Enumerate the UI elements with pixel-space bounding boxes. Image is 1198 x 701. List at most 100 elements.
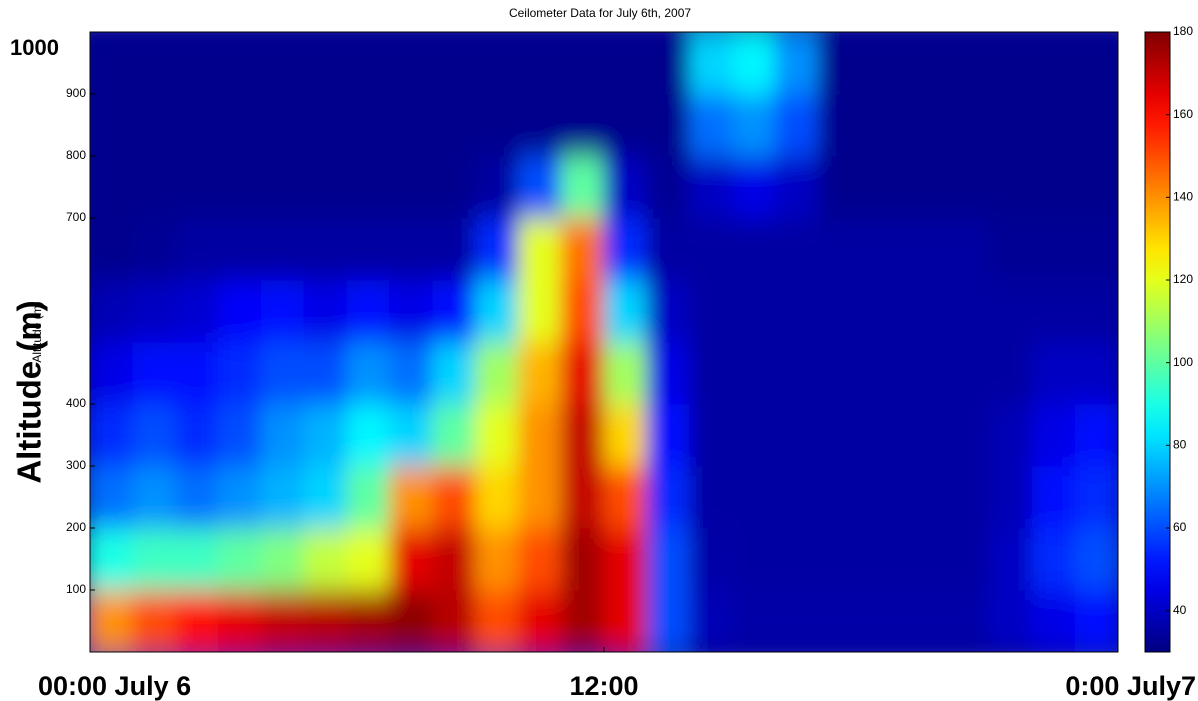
heat-cell bbox=[560, 589, 605, 652]
heat-cell bbox=[517, 155, 562, 219]
x-tick-label: 00:00 July 6 bbox=[38, 671, 191, 701]
heat-cell bbox=[475, 93, 519, 157]
heat-cell bbox=[389, 93, 434, 157]
chart-title: Ceilometer Data for July 6th, 2007 bbox=[509, 6, 691, 20]
heat-cell bbox=[175, 403, 219, 467]
heat-cell bbox=[860, 465, 905, 529]
heat-cell bbox=[646, 93, 691, 157]
heat-cell bbox=[732, 527, 776, 591]
heat-cell bbox=[774, 217, 819, 281]
heat-cell bbox=[860, 217, 905, 281]
heat-cell bbox=[860, 32, 905, 95]
heat-cell bbox=[1074, 279, 1118, 343]
heat-cell bbox=[475, 465, 519, 529]
heat-cell bbox=[218, 155, 262, 219]
heat-cell bbox=[774, 93, 819, 157]
heat-cell bbox=[646, 32, 691, 95]
heat-cell bbox=[1031, 527, 1076, 591]
heat-cell bbox=[989, 217, 1033, 281]
heat-cell bbox=[218, 32, 262, 95]
heat-cell bbox=[946, 589, 990, 652]
heat-cell bbox=[175, 93, 219, 157]
heat-cell bbox=[132, 93, 177, 157]
heat-cell bbox=[432, 527, 476, 591]
heat-cell bbox=[218, 279, 262, 343]
heat-cell bbox=[260, 279, 305, 343]
heat-cell bbox=[860, 155, 905, 219]
heat-cell bbox=[646, 465, 691, 529]
heat-cell bbox=[432, 589, 476, 652]
heat-cell bbox=[946, 32, 990, 95]
heat-cell bbox=[132, 32, 177, 95]
colorbar-tick-label: 60 bbox=[1173, 520, 1187, 534]
y-tick-label: 1000 bbox=[10, 35, 59, 60]
heat-cell bbox=[989, 32, 1033, 95]
heat-cell bbox=[774, 403, 819, 467]
heat-cell bbox=[475, 403, 519, 467]
heat-cell bbox=[1031, 217, 1076, 281]
heat-cell bbox=[946, 93, 990, 157]
heat-cell bbox=[1074, 217, 1118, 281]
colorbar-tick-label: 140 bbox=[1173, 190, 1193, 204]
heat-cell bbox=[517, 465, 562, 529]
heat-cell bbox=[989, 341, 1033, 405]
heat-cell bbox=[346, 465, 391, 529]
heat-cell bbox=[689, 93, 733, 157]
heat-cell bbox=[989, 589, 1033, 652]
heat-cell bbox=[90, 341, 134, 405]
heat-cell bbox=[389, 465, 434, 529]
heat-cell bbox=[903, 341, 948, 405]
heat-cell bbox=[475, 279, 519, 343]
heat-cell bbox=[646, 341, 691, 405]
heat-cell bbox=[689, 217, 733, 281]
heat-cell bbox=[303, 341, 348, 405]
heat-cell bbox=[1031, 465, 1076, 529]
heat-cell bbox=[732, 465, 776, 529]
heat-cell bbox=[946, 341, 990, 405]
heat-cell bbox=[774, 155, 819, 219]
heat-cell bbox=[860, 93, 905, 157]
heat-cell bbox=[689, 527, 733, 591]
heat-cell bbox=[389, 341, 434, 405]
heat-cell bbox=[346, 279, 391, 343]
heat-cell bbox=[90, 155, 134, 219]
heat-cell bbox=[560, 93, 605, 157]
colorbar-tick-label: 100 bbox=[1173, 355, 1193, 369]
heat-cell bbox=[989, 403, 1033, 467]
y-tick-label: 800 bbox=[66, 148, 86, 162]
heat-cell bbox=[517, 527, 562, 591]
heat-cell bbox=[475, 527, 519, 591]
heat-cell bbox=[603, 217, 648, 281]
heat-cell bbox=[90, 217, 134, 281]
heat-cell bbox=[517, 341, 562, 405]
heat-cell bbox=[260, 403, 305, 467]
heat-cell bbox=[389, 527, 434, 591]
heat-cell bbox=[1074, 32, 1118, 95]
heat-cell bbox=[989, 279, 1033, 343]
heat-cell bbox=[732, 155, 776, 219]
colorbar-tick-label: 40 bbox=[1173, 603, 1187, 617]
heat-cell bbox=[860, 589, 905, 652]
heat-cell bbox=[732, 279, 776, 343]
heat-cell bbox=[732, 217, 776, 281]
heat-cell bbox=[517, 589, 562, 652]
heat-cell bbox=[646, 403, 691, 467]
y-tick-label: 100 bbox=[66, 582, 86, 596]
heat-cell bbox=[860, 279, 905, 343]
colorbar-tick-label: 180 bbox=[1173, 24, 1193, 38]
heat-cell bbox=[475, 155, 519, 219]
heat-cell bbox=[475, 589, 519, 652]
heat-cell bbox=[903, 527, 948, 591]
heat-cell bbox=[389, 32, 434, 95]
heat-cell bbox=[90, 279, 134, 343]
heat-cell bbox=[132, 527, 177, 591]
heat-cell bbox=[517, 403, 562, 467]
heat-cell bbox=[303, 217, 348, 281]
heat-cell bbox=[389, 155, 434, 219]
heat-cell bbox=[432, 93, 476, 157]
heat-cell bbox=[903, 465, 948, 529]
heat-cell bbox=[774, 341, 819, 405]
colorbar-tick-label: 120 bbox=[1173, 272, 1193, 286]
heat-cell bbox=[860, 341, 905, 405]
